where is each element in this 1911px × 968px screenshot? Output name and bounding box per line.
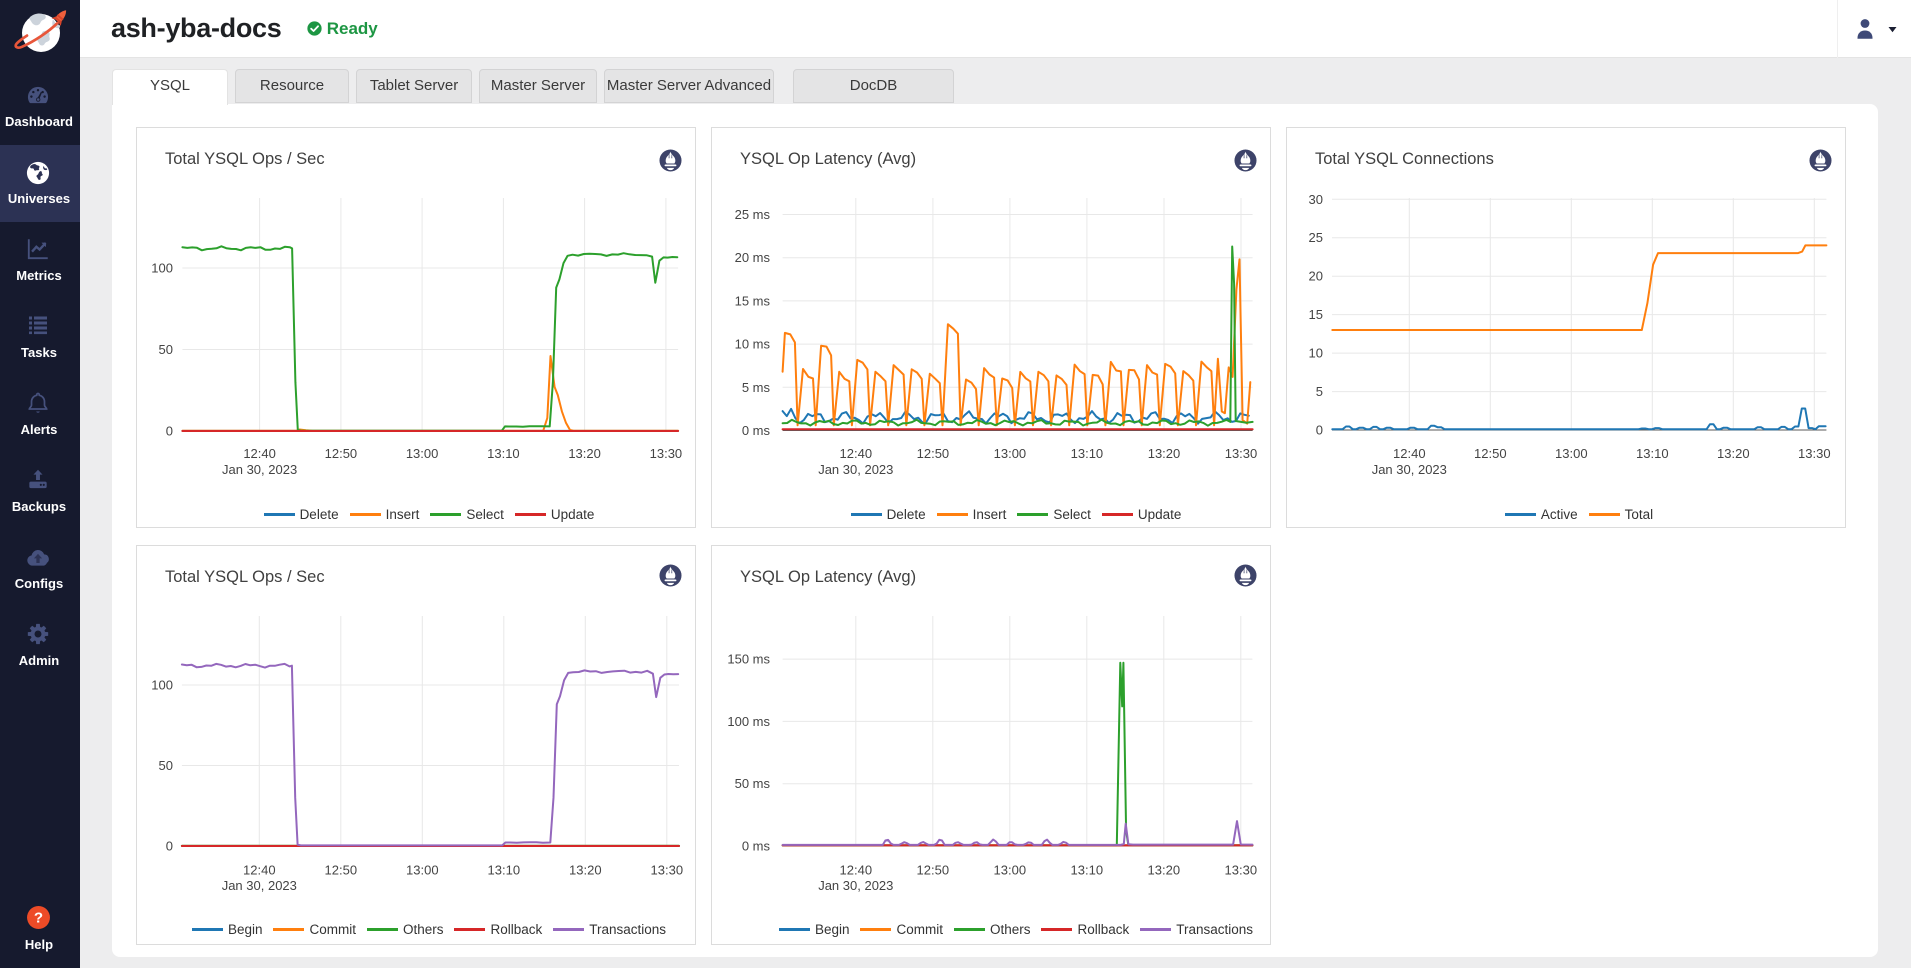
svg-text:100: 100 bbox=[151, 261, 173, 276]
svg-text:30: 30 bbox=[1309, 192, 1323, 207]
svg-text:12:50: 12:50 bbox=[917, 863, 950, 878]
svg-text:12:40: 12:40 bbox=[840, 863, 873, 878]
svg-text:0 ms: 0 ms bbox=[742, 423, 771, 438]
svg-text:13:30: 13:30 bbox=[650, 446, 683, 461]
svg-text:13:10: 13:10 bbox=[1071, 446, 1104, 461]
svg-text:12:40: 12:40 bbox=[840, 446, 873, 461]
svg-text:13:30: 13:30 bbox=[1798, 446, 1831, 461]
svg-text:13:00: 13:00 bbox=[994, 863, 1027, 878]
svg-text:12:40: 12:40 bbox=[1393, 446, 1426, 461]
svg-text:25: 25 bbox=[1309, 230, 1323, 245]
svg-text:50: 50 bbox=[159, 342, 173, 357]
svg-text:15 ms: 15 ms bbox=[735, 293, 771, 308]
svg-text:12:50: 12:50 bbox=[917, 446, 950, 461]
svg-text:Jan 30, 2023: Jan 30, 2023 bbox=[222, 878, 297, 893]
svg-text:13:10: 13:10 bbox=[487, 446, 520, 461]
svg-text:13:00: 13:00 bbox=[1555, 446, 1588, 461]
svg-text:20 ms: 20 ms bbox=[735, 250, 771, 265]
svg-text:0 ms: 0 ms bbox=[742, 839, 771, 854]
svg-text:13:30: 13:30 bbox=[1225, 446, 1258, 461]
svg-text:13:20: 13:20 bbox=[1148, 446, 1181, 461]
svg-text:100: 100 bbox=[151, 678, 173, 693]
svg-text:13:20: 13:20 bbox=[1717, 446, 1750, 461]
svg-text:20: 20 bbox=[1309, 269, 1323, 284]
svg-text:13:20: 13:20 bbox=[1148, 863, 1181, 878]
svg-text:5 ms: 5 ms bbox=[742, 380, 771, 395]
svg-text:13:10: 13:10 bbox=[1071, 863, 1104, 878]
svg-text:Jan 30, 2023: Jan 30, 2023 bbox=[222, 462, 297, 477]
svg-text:0: 0 bbox=[166, 424, 173, 439]
svg-text:10: 10 bbox=[1309, 346, 1323, 361]
svg-text:50: 50 bbox=[159, 758, 173, 773]
svg-text:12:50: 12:50 bbox=[1474, 446, 1507, 461]
svg-text:13:10: 13:10 bbox=[488, 863, 521, 878]
svg-text:50 ms: 50 ms bbox=[735, 776, 771, 791]
svg-text:Jan 30, 2023: Jan 30, 2023 bbox=[818, 462, 893, 477]
svg-text:25 ms: 25 ms bbox=[735, 207, 771, 222]
svg-text:?: ? bbox=[33, 910, 42, 927]
svg-text:Jan 30, 2023: Jan 30, 2023 bbox=[818, 878, 893, 893]
svg-text:0: 0 bbox=[1316, 423, 1323, 438]
svg-text:12:40: 12:40 bbox=[243, 446, 276, 461]
svg-text:13:30: 13:30 bbox=[1225, 863, 1258, 878]
svg-text:13:00: 13:00 bbox=[994, 446, 1027, 461]
svg-text:0: 0 bbox=[166, 839, 173, 854]
svg-text:150 ms: 150 ms bbox=[727, 652, 770, 667]
svg-text:12:40: 12:40 bbox=[243, 863, 276, 878]
svg-text:13:00: 13:00 bbox=[406, 863, 439, 878]
svg-text:15: 15 bbox=[1309, 307, 1323, 322]
svg-text:5: 5 bbox=[1316, 384, 1323, 399]
svg-text:13:20: 13:20 bbox=[569, 863, 602, 878]
svg-text:10 ms: 10 ms bbox=[735, 337, 771, 352]
svg-text:13:10: 13:10 bbox=[1636, 446, 1669, 461]
svg-text:13:00: 13:00 bbox=[406, 446, 439, 461]
svg-text:Jan 30, 2023: Jan 30, 2023 bbox=[1372, 462, 1447, 477]
svg-text:13:20: 13:20 bbox=[568, 446, 601, 461]
svg-text:100 ms: 100 ms bbox=[727, 714, 770, 729]
svg-text:13:30: 13:30 bbox=[651, 863, 684, 878]
svg-text:12:50: 12:50 bbox=[325, 446, 358, 461]
svg-text:12:50: 12:50 bbox=[325, 863, 358, 878]
